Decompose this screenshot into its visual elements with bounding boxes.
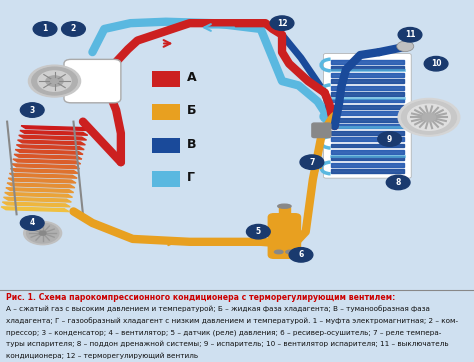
FancyBboxPatch shape [312,123,331,138]
Circle shape [386,175,410,190]
Bar [279,207,290,217]
Text: В: В [187,138,197,151]
Bar [331,92,404,96]
Bar [152,171,180,187]
Text: 1: 1 [42,25,48,33]
Text: 11: 11 [405,30,415,39]
Circle shape [398,98,460,136]
Circle shape [246,224,270,239]
Text: 5: 5 [256,227,261,236]
Text: А – сжатый газ с высоким давлением и температурой; Б – жидкая фаза хладагента; В: А – сжатый газ с высоким давлением и тем… [6,306,429,312]
Polygon shape [1,207,69,212]
Circle shape [408,104,450,130]
Circle shape [397,41,414,51]
Circle shape [27,223,59,243]
Text: прессор; 3 – конденсатор; 4 – вентилятор; 5 – датчик (реле) давления; 6 – ресиве: прессор; 3 – конденсатор; 4 – вентилятор… [6,329,441,336]
Circle shape [38,71,71,91]
Circle shape [33,22,57,36]
Polygon shape [2,202,70,207]
Circle shape [32,67,77,95]
FancyBboxPatch shape [268,214,301,258]
Polygon shape [14,154,82,159]
Bar [152,71,180,87]
Polygon shape [6,188,73,193]
Polygon shape [9,173,77,178]
Polygon shape [12,164,80,169]
Polygon shape [8,178,76,183]
Circle shape [398,28,422,42]
Text: 7: 7 [309,158,315,167]
Text: 2: 2 [71,25,76,33]
Circle shape [24,222,62,245]
Bar [331,105,404,109]
Text: 4: 4 [29,219,35,227]
Ellipse shape [274,250,283,254]
Polygon shape [3,197,71,202]
Ellipse shape [278,204,291,208]
Bar [331,98,404,102]
Bar [331,60,404,64]
Bar [331,79,404,83]
Text: Рис. 1. Схема парокомпрессионного кондиционера с терморегулирующим вентилем:: Рис. 1. Схема парокомпрессионного кондиц… [6,293,395,302]
Polygon shape [20,130,88,135]
Text: кондиционера; 12 – терморегулирующий вентиль: кондиционера; 12 – терморегулирующий вен… [6,353,198,359]
Bar [331,169,404,173]
Text: 3: 3 [29,106,35,114]
Bar [331,118,404,122]
Polygon shape [17,145,84,150]
Circle shape [270,16,294,30]
Circle shape [401,101,456,134]
Polygon shape [18,140,85,145]
Text: Г: Г [187,171,195,184]
Circle shape [46,76,63,86]
Polygon shape [13,159,81,164]
Polygon shape [5,193,73,197]
FancyBboxPatch shape [64,59,121,103]
Circle shape [62,22,85,36]
Bar [331,86,404,89]
Polygon shape [10,169,78,173]
Text: 10: 10 [431,59,441,68]
Text: хладагента; Г – газообразный хладагент с низким давлением и температурой. 1 – му: хладагента; Г – газообразный хладагент с… [6,317,458,324]
Bar [331,111,404,115]
Polygon shape [15,150,83,154]
Bar [331,144,404,147]
Bar [331,156,404,160]
Circle shape [51,79,58,83]
Circle shape [20,216,44,230]
Ellipse shape [286,250,294,254]
Bar [331,137,404,141]
Polygon shape [19,135,87,140]
Circle shape [300,155,324,169]
Polygon shape [21,126,89,131]
Polygon shape [7,183,75,188]
Bar [331,150,404,154]
Bar [331,66,404,70]
Text: 12: 12 [277,19,287,28]
Text: 9: 9 [387,135,392,143]
Bar [331,131,404,135]
Bar [331,124,404,128]
Circle shape [424,56,448,71]
Circle shape [20,103,44,117]
Circle shape [39,231,46,235]
Text: 8: 8 [395,178,401,187]
Text: туры испарителя; 8 – поддон дренажной системы; 9 – испаритель; 10 – вентилятор и: туры испарителя; 8 – поддон дренажной си… [6,341,448,347]
Text: Б: Б [187,104,197,117]
Circle shape [289,248,313,262]
Bar [152,138,180,153]
Circle shape [422,113,436,121]
Circle shape [378,132,401,146]
Circle shape [28,65,81,97]
Text: 6: 6 [298,251,304,259]
Bar [331,73,404,77]
Bar [331,163,404,167]
Bar [152,104,180,120]
FancyBboxPatch shape [323,54,411,178]
Text: А: А [187,71,197,84]
